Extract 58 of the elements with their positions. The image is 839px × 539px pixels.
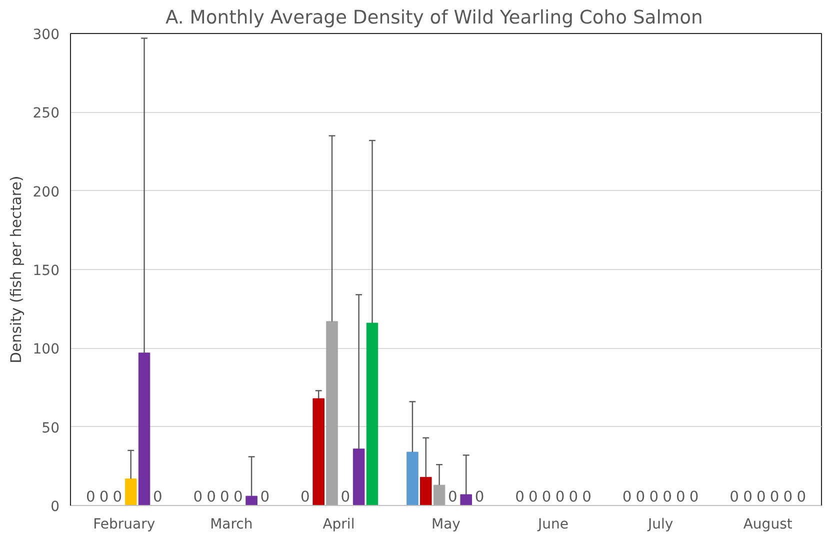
data-label: 0 (220, 488, 230, 506)
bar (124, 478, 137, 506)
y-tick-label: 0 (50, 499, 60, 515)
bar (326, 321, 338, 506)
x-tick-label: April (322, 516, 355, 532)
bar (460, 494, 472, 506)
y-tick-label: 50 (42, 420, 60, 436)
data-label: 0 (193, 488, 203, 506)
data-label: 0 (743, 488, 752, 506)
data-label: 0 (233, 488, 243, 506)
y-tick-label: 250 (32, 106, 60, 122)
y-tick-label: 100 (32, 342, 60, 358)
data-label: 0 (582, 488, 592, 506)
y-tick-label: 300 (32, 27, 60, 43)
x-tick-label: August (743, 516, 793, 532)
bar (433, 484, 446, 506)
data-label: 0 (622, 488, 632, 506)
data-label: 0 (300, 488, 310, 506)
bar (420, 476, 432, 506)
x-tick-label: July (646, 516, 674, 532)
data-label: 0 (689, 488, 699, 506)
y-axis-title: Density (fish per hectare) (8, 176, 25, 364)
data-label: 0 (112, 488, 122, 506)
data-label: 0 (730, 488, 739, 506)
data-label: 0 (528, 488, 538, 506)
data-label: 0 (474, 488, 484, 506)
data-label: 0 (649, 488, 659, 506)
data-label: 0 (662, 488, 672, 506)
x-tick-label: February (93, 516, 156, 532)
data-label: 0 (515, 488, 524, 506)
data-label: 0 (340, 488, 350, 506)
bar (138, 352, 150, 506)
x-tick-label: June (537, 516, 569, 532)
data-label: 0 (206, 488, 216, 506)
data-label: 0 (783, 488, 793, 506)
x-tick-label: March (210, 516, 253, 532)
bar (366, 322, 378, 506)
data-label: 0 (260, 488, 270, 506)
bar (246, 496, 258, 506)
data-label: 0 (676, 488, 686, 506)
x-tick-label: May (432, 516, 460, 532)
data-label: 0 (568, 488, 578, 506)
data-label: 0 (555, 488, 565, 506)
data-label: 0 (542, 488, 552, 506)
y-tick-label: 150 (32, 263, 60, 279)
data-label: 0 (448, 488, 458, 506)
data-label: 0 (796, 488, 806, 506)
chart-title: A. Monthly Average Density of Wild Yearling Coho Salmon (165, 8, 703, 28)
bar (312, 398, 324, 506)
data-label: 0 (153, 488, 162, 506)
data-label: 0 (770, 488, 780, 506)
y-tick-label: 200 (32, 184, 60, 200)
data-label: 0 (99, 488, 109, 506)
data-label: 0 (86, 488, 96, 506)
data-label: 0 (756, 488, 766, 506)
bar (352, 448, 365, 506)
bar (406, 452, 418, 506)
data-label: 0 (636, 488, 646, 506)
